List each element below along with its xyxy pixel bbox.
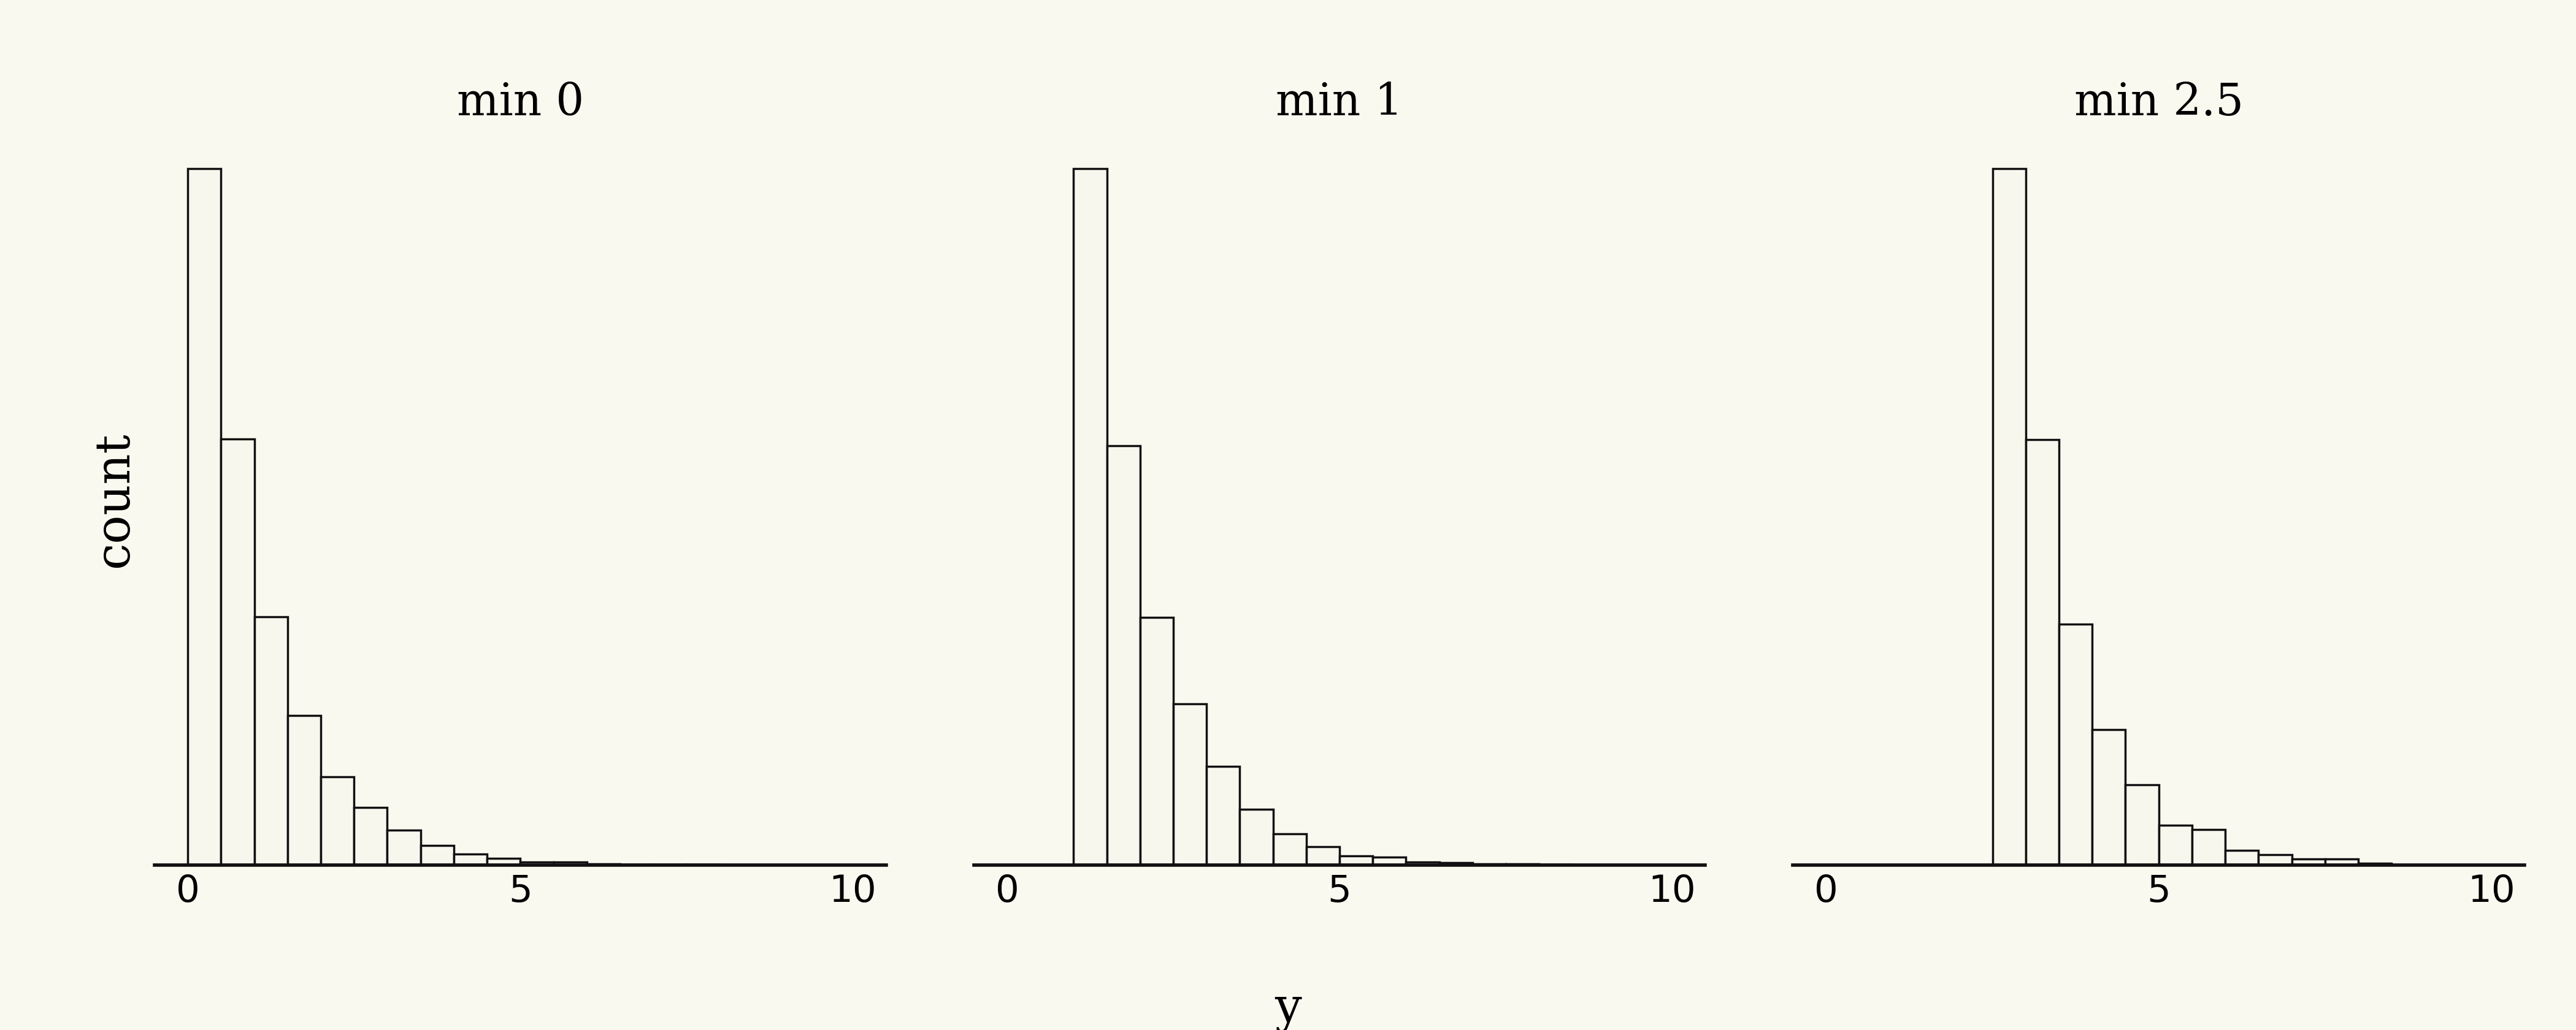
Bar [1306,847,1340,865]
Bar [2259,855,2293,865]
Bar [1991,169,2025,865]
Bar [1406,862,1440,865]
Bar [2293,859,2326,865]
Bar [420,846,453,865]
Bar [289,716,322,865]
Bar [386,830,420,865]
Bar [1239,810,1273,865]
Bar [1440,863,1473,865]
Bar [587,864,621,865]
Bar [2226,851,2259,865]
Bar [222,439,255,865]
Bar [2025,440,2058,865]
Bar [487,859,520,865]
Bar [1108,446,1141,865]
Bar [520,862,554,865]
Bar [188,169,222,865]
Bar [1206,766,1239,865]
Title: min 1: min 1 [1275,81,1404,125]
Bar [1172,703,1206,865]
Bar [1473,864,1507,865]
Bar [322,777,353,865]
Bar [2326,859,2357,865]
Bar [1373,857,1406,865]
Bar [1340,856,1373,865]
Title: min 2.5: min 2.5 [2074,81,2244,125]
Bar [1074,169,1108,865]
Bar [554,862,587,865]
Bar [453,854,487,865]
Text: y: y [1275,986,1301,1030]
Bar [1273,834,1306,865]
Bar [2092,729,2125,865]
Bar [353,808,386,865]
Bar [2159,825,2192,865]
Bar [1141,618,1172,865]
Bar [1507,864,1538,865]
Bar [2125,785,2159,865]
Bar [2058,624,2092,865]
Bar [2192,829,2226,865]
Bar [2357,863,2391,865]
Title: min 0: min 0 [456,81,585,125]
Y-axis label: count: count [90,432,137,568]
Bar [255,617,289,865]
